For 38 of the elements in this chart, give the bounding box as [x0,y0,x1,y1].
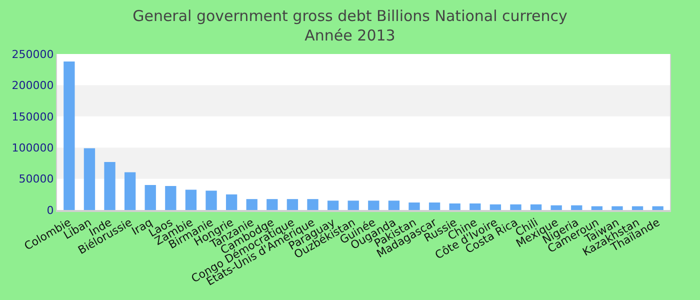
bar [104,162,116,210]
bar [124,172,136,210]
bar [449,203,460,210]
bar [510,204,522,210]
bar [286,199,298,210]
bar [428,202,440,210]
y-tick-label: 50000 [18,172,54,186]
y-tick-label: 250000 [12,48,54,61]
bar [226,194,238,210]
bar [388,200,400,210]
bar [327,200,339,210]
bar [266,199,278,210]
chart-title: General government gross debt Billions National currency [132,7,568,25]
bar [490,204,502,210]
bar [632,206,644,210]
bar [144,185,156,210]
y-tick-label: 0 [46,204,54,217]
bar [206,190,217,210]
chart-subtitle: Année 2013 [304,26,396,44]
y-tick-label: 150000 [12,110,54,124]
bar [348,200,359,210]
bar [652,206,664,210]
bar [470,203,481,210]
bar [64,61,75,210]
bar [185,190,197,210]
bar [368,200,380,210]
y-tick-label: 100000 [12,141,54,154]
bar [307,199,318,210]
bar [591,206,603,210]
bar [530,204,542,210]
bar [571,205,582,210]
y-tick-label: 200000 [12,79,54,92]
bar [612,206,623,210]
bar [84,148,96,210]
bar [246,199,258,210]
bar [165,186,176,210]
bar [550,205,562,210]
bar [408,202,420,210]
